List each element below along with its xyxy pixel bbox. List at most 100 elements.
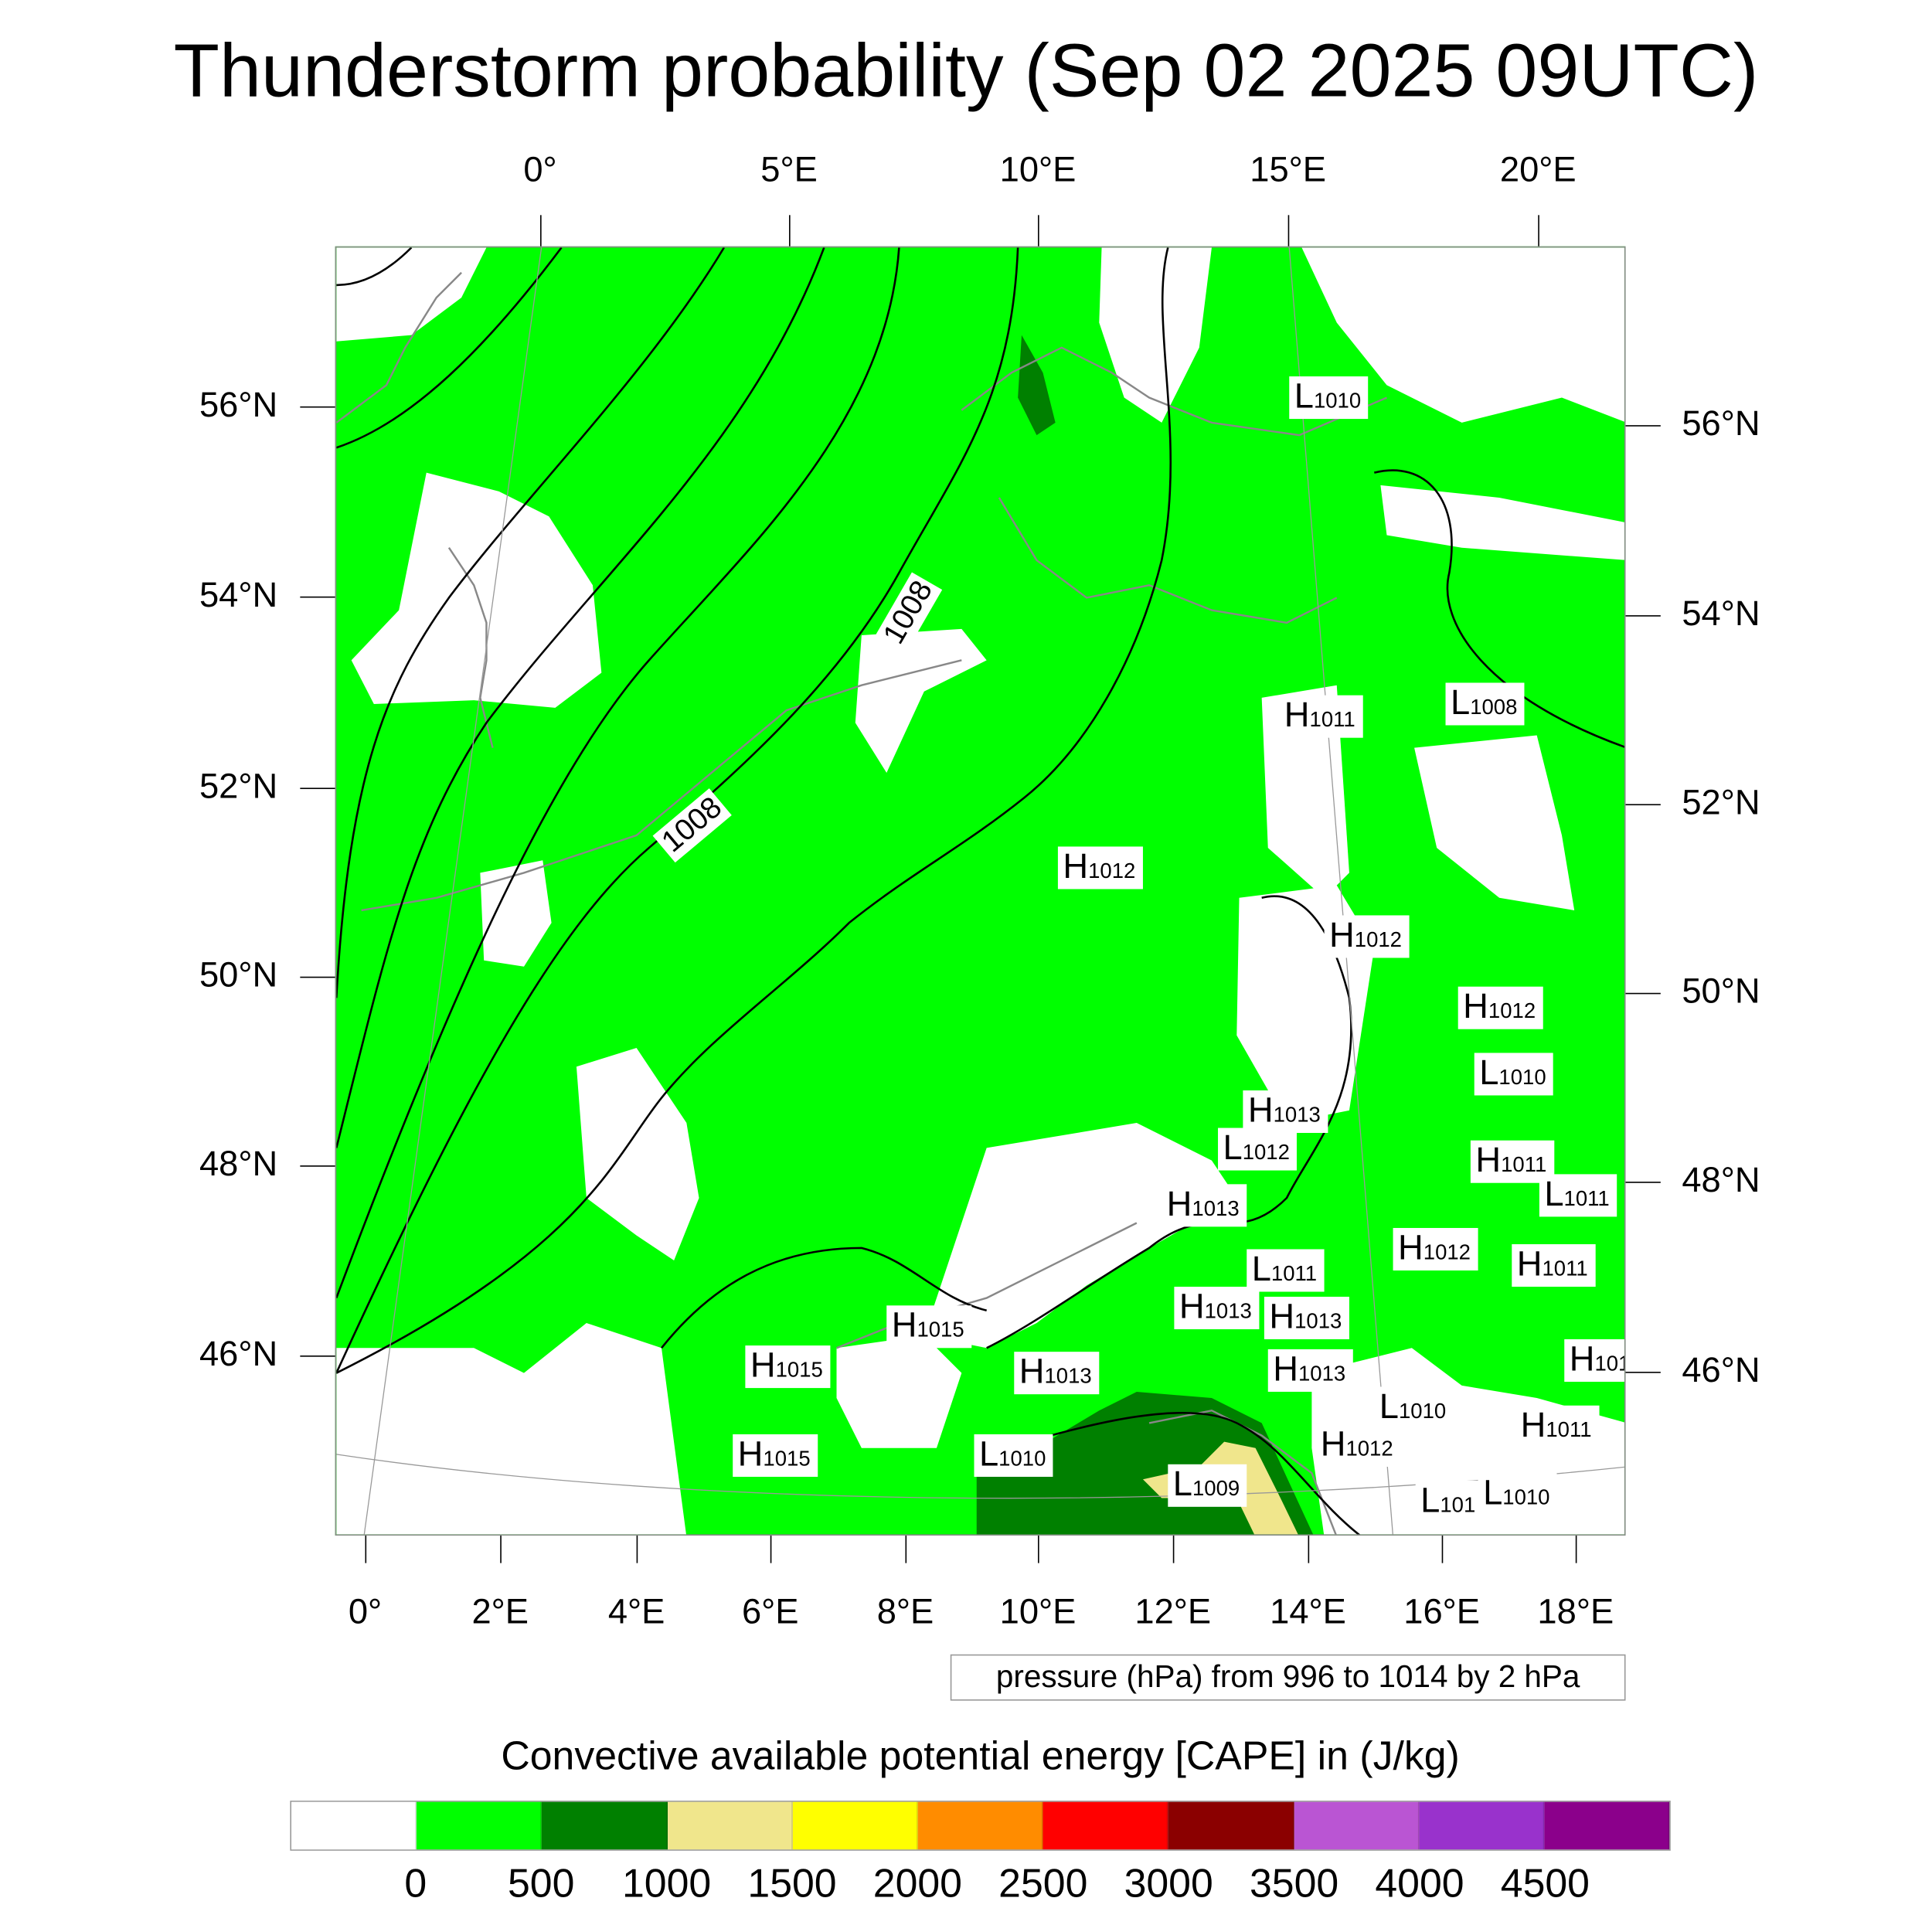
pressure-center-value: 1011: [1542, 1257, 1588, 1281]
pressure-center-label: L101: [1415, 1480, 1483, 1523]
pressure-center-value: 1015: [775, 1358, 823, 1383]
pressure-center-label: L1010: [1374, 1386, 1454, 1430]
right-lat-tick: [1625, 425, 1661, 427]
pressure-center-label: H1012: [1057, 846, 1144, 889]
white-region: [1380, 485, 1624, 560]
pressure-center-value: 1010: [998, 1447, 1046, 1471]
pressure-center-type: L: [978, 1434, 999, 1474]
contour-info-box: pressure (hPa) from 996 to 1014 by 2 hPa: [950, 1654, 1626, 1701]
pressure-center-label: L1010: [1474, 1053, 1554, 1096]
meridian-line: [363, 247, 543, 1535]
pressure-center-value: 1011: [1563, 1186, 1610, 1211]
top-lon-tick: [1038, 215, 1039, 247]
colorbar-tick-label: 2000: [872, 1860, 962, 1906]
pressure-center-label: H1012: [1324, 915, 1410, 958]
isobars: [336, 247, 1624, 1535]
colorbar-tick-label: 4000: [1375, 1860, 1464, 1906]
isobar: [986, 895, 1352, 1349]
colorbar-swatch: [792, 1801, 918, 1850]
right-lat-label: 52°N: [1682, 782, 1760, 822]
colorbar-tick-label: 2500: [998, 1860, 1088, 1906]
map-canvas: [336, 247, 1624, 1535]
white-region: [1261, 685, 1349, 898]
pressure-center-label: H1011: [1512, 1244, 1596, 1287]
pressure-center-type: H: [1329, 915, 1355, 954]
pressure-center-value: 1011: [1546, 1417, 1592, 1442]
map-panel: 1008 1008 L1010 H1011 L1008 H1012 H1012 H1012…: [335, 246, 1626, 1536]
pressure-center-type: H: [737, 1434, 764, 1474]
pressure-center-value: 1010: [1498, 1065, 1546, 1090]
isobar: [986, 1411, 1361, 1535]
bottom-lon-label: 16°E: [1403, 1591, 1481, 1631]
pressure-center-type: H: [891, 1305, 917, 1345]
left-lat-tick: [300, 976, 335, 978]
pressure-center-value: 1013: [1044, 1364, 1092, 1389]
pressure-center-type: L: [1251, 1249, 1271, 1288]
colorbar-tick-label: 0: [404, 1860, 427, 1906]
pressure-center-value: 1012: [1345, 1437, 1393, 1461]
pressure-center-type: L: [1450, 682, 1471, 722]
pressure-center-label: H1013: [1174, 1287, 1260, 1330]
pressure-center-label: L1009: [1168, 1464, 1247, 1507]
bottom-lon-label: 0°: [348, 1591, 383, 1631]
pressure-center-type: H: [1269, 1296, 1295, 1336]
pressure-center-label: L1010: [1289, 376, 1369, 420]
left-lat-tick: [300, 1165, 335, 1167]
right-lat-label: 56°N: [1682, 403, 1760, 443]
left-lat-tick: [300, 1355, 335, 1357]
white-region: [1301, 247, 1624, 423]
white-region: [480, 860, 552, 967]
bottom-lon-label: 6°E: [741, 1591, 799, 1631]
pressure-center-type: H: [1475, 1140, 1502, 1179]
pressure-center-value: 1012: [1354, 927, 1402, 952]
pressure-center-value: 1011: [1309, 707, 1355, 732]
cape-below-zero-regions: [336, 247, 1624, 1535]
top-lon-label: 0°: [523, 150, 557, 189]
colorbar-swatch: [417, 1801, 543, 1850]
isobar: [336, 247, 413, 287]
dark-green-region: [1018, 335, 1056, 436]
pressure-center-type: H: [1320, 1424, 1346, 1464]
bottom-lon-tick: [1575, 1536, 1577, 1563]
pressure-center-type: H: [1179, 1287, 1205, 1326]
bottom-lon-label: 4°E: [607, 1591, 665, 1631]
bottom-lon-label: 18°E: [1537, 1591, 1614, 1631]
left-lat-label: 46°N: [199, 1334, 278, 1373]
right-lat-tick: [1625, 992, 1661, 995]
pressure-center-value: 101: [1440, 1493, 1476, 1517]
top-lon-tick: [540, 215, 542, 247]
pressure-center-type: L: [1479, 1053, 1499, 1092]
pressure-center-type: H: [1398, 1227, 1423, 1267]
coastline: [998, 497, 1338, 624]
pressure-center-type: H: [1273, 1349, 1298, 1389]
pressure-center-label: L1010: [974, 1434, 1054, 1477]
right-lat-tick: [1625, 615, 1661, 617]
top-lon-tick: [789, 215, 791, 247]
top-lon-label: 5°E: [760, 150, 818, 189]
coastline: [961, 346, 1387, 437]
white-region: [855, 628, 987, 773]
top-lon-label: 20°E: [1499, 150, 1577, 189]
colorbar-tick-label: 1500: [747, 1860, 837, 1906]
right-lat-label: 46°N: [1682, 1350, 1760, 1389]
colorbar-swatch: [542, 1801, 668, 1850]
pressure-center-type: H: [1463, 986, 1488, 1026]
isobar: [660, 1247, 987, 1349]
top-lon-label: 10°E: [999, 150, 1077, 189]
bottom-lon-tick: [636, 1536, 638, 1563]
bottom-lon-label: 14°E: [1270, 1591, 1346, 1631]
bottom-lon-tick: [1172, 1536, 1175, 1563]
pressure-center-type: L: [1223, 1128, 1243, 1167]
colorbar-swatch: [1168, 1801, 1294, 1850]
top-lon-tick: [1538, 215, 1539, 247]
bottom-lon-tick: [1038, 1536, 1039, 1563]
left-lat-label: 48°N: [199, 1144, 278, 1183]
colorbar-swatch: [1043, 1801, 1168, 1850]
pressure-center-label: L1008: [1445, 682, 1526, 726]
pressure-center-label: H1013: [1264, 1296, 1350, 1339]
pressure-center-value: 1012: [1242, 1140, 1290, 1165]
right-lat-label: 50°N: [1682, 971, 1760, 1011]
pressure-center-label: L1011: [1247, 1249, 1325, 1292]
pressure-center-type: H: [1569, 1338, 1595, 1379]
bottom-lon-label: 8°E: [876, 1591, 934, 1631]
